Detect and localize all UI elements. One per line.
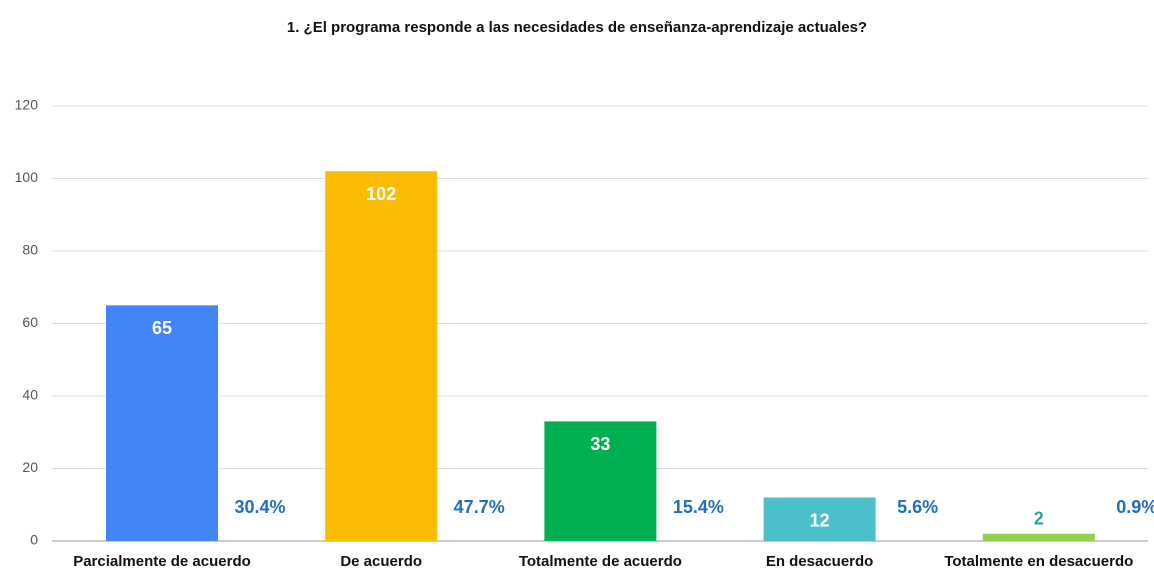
bar bbox=[325, 171, 438, 541]
percent-label: 15.4% bbox=[673, 497, 724, 517]
percent-label: 5.6% bbox=[897, 497, 938, 517]
bar bbox=[763, 497, 876, 541]
x-tick-label: Totalmente en desacuerdo bbox=[944, 553, 1133, 570]
bar bbox=[106, 305, 218, 541]
x-tick-label: En desacuerdo bbox=[766, 553, 874, 570]
y-tick-label: 120 bbox=[15, 97, 39, 113]
y-tick-label: 40 bbox=[22, 387, 38, 403]
y-tick-label: 60 bbox=[22, 314, 38, 330]
x-tick-label: Totalmente de acuerdo bbox=[519, 553, 682, 570]
percent-label: 30.4% bbox=[234, 497, 285, 517]
x-tick-label: Parcialmente de acuerdo bbox=[73, 553, 251, 570]
y-tick-label: 100 bbox=[15, 169, 39, 185]
y-tick-label: 80 bbox=[22, 242, 38, 258]
percent-label: 0.9% bbox=[1116, 497, 1154, 517]
value-label: 12 bbox=[810, 510, 830, 530]
bar bbox=[544, 421, 657, 541]
y-tick-label: 0 bbox=[30, 532, 38, 548]
chart-title: 1. ¿El programa responde a las necesidad… bbox=[287, 19, 867, 36]
percent-label: 47.7% bbox=[454, 497, 505, 517]
bar bbox=[982, 533, 1095, 541]
y-tick-label: 20 bbox=[22, 459, 38, 475]
value-label: 102 bbox=[366, 184, 396, 204]
value-label: 2 bbox=[1034, 509, 1044, 529]
value-label: 33 bbox=[590, 434, 610, 454]
x-tick-label: De acuerdo bbox=[340, 553, 422, 570]
value-label: 65 bbox=[152, 318, 172, 338]
